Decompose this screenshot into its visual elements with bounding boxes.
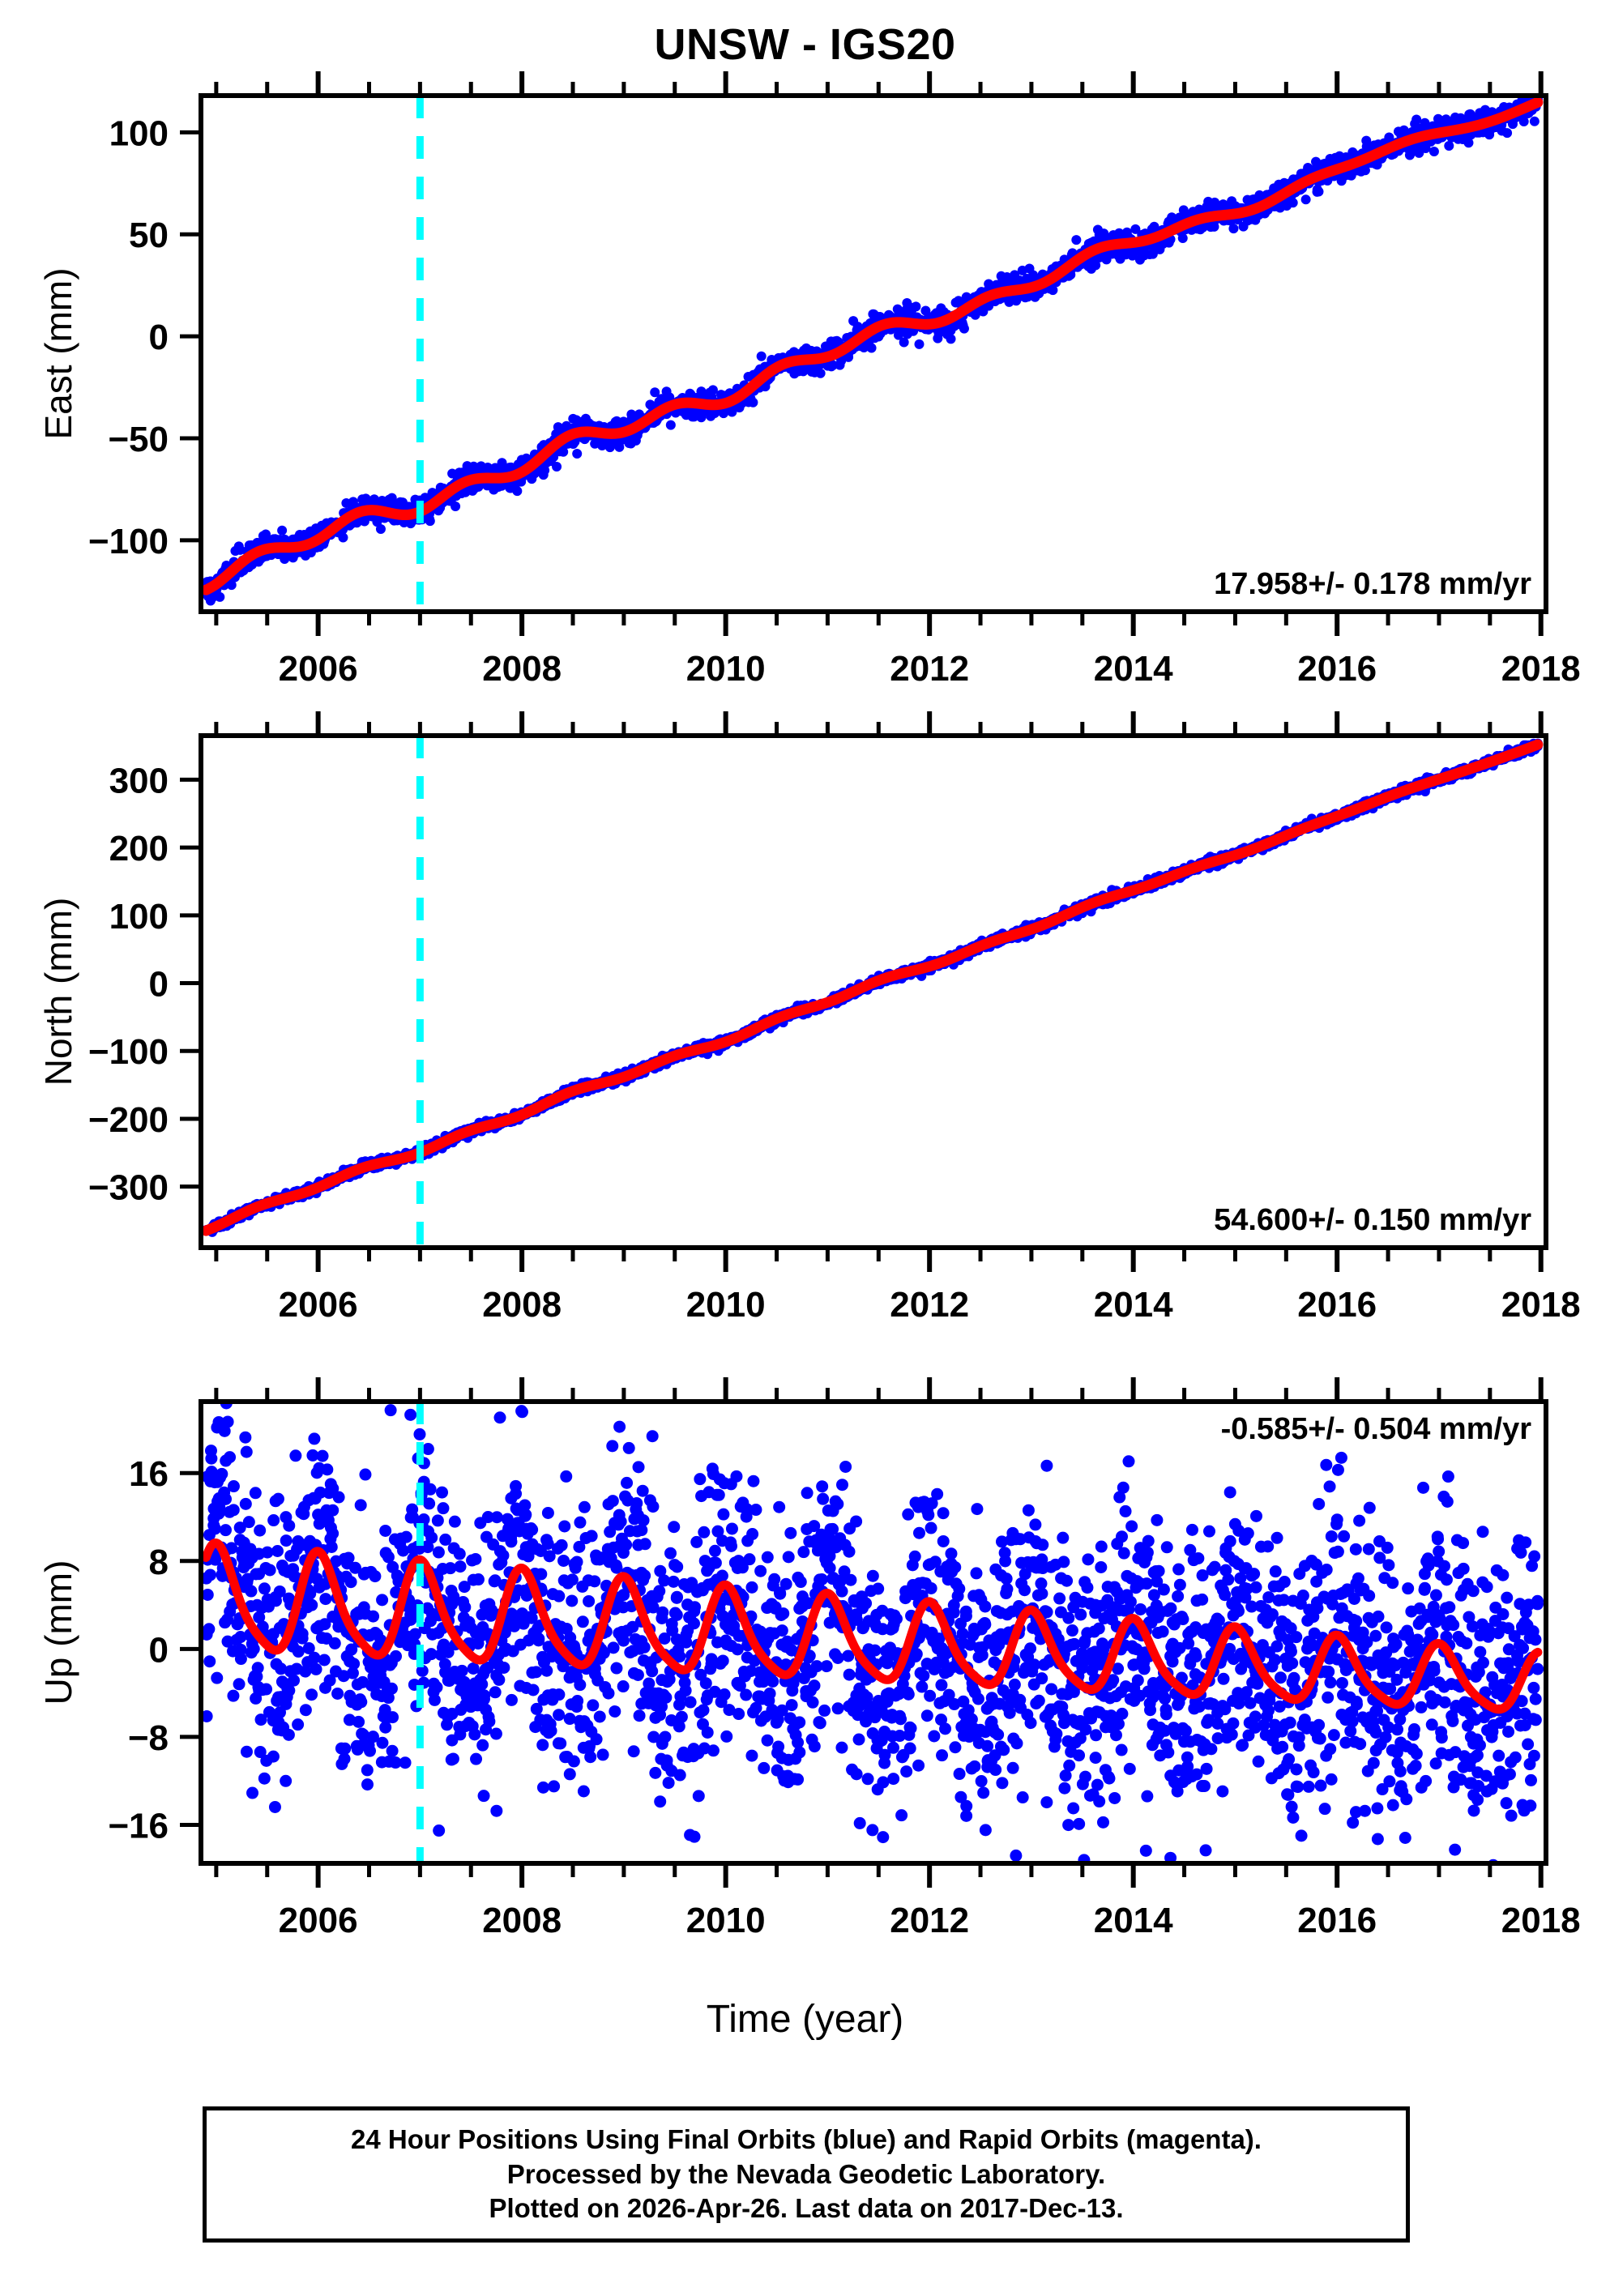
y-tick-label: 100 — [109, 113, 169, 153]
plot-frame-north — [199, 733, 1548, 1250]
data-points-east — [201, 96, 1544, 606]
panel-north: −300 −200 −100 0 100 200 300 North (mm) 2006 2008… — [37, 711, 1581, 1325]
page-title: UNSW - IGS20 — [654, 20, 956, 69]
y-axis-title-up: Up (mm) — [37, 1560, 79, 1705]
x-tick-label: 2012 — [890, 1901, 969, 1940]
model-curve-east — [201, 96, 1544, 595]
x-tick-label: 2010 — [686, 1285, 766, 1325]
y-tick-label: 100 — [109, 897, 169, 937]
caption-line-1: 24 Hour Positions Using Final Orbits (bl… — [351, 2123, 1262, 2154]
model-curve-up — [201, 1538, 1543, 1714]
x-tick-label: 2010 — [686, 1901, 766, 1940]
plot-data-north — [201, 736, 1544, 1248]
y-tick-label: 0 — [149, 965, 169, 1005]
caption-line-3: Plotted on 2026-Apr-26. Last data on 201… — [489, 2193, 1124, 2224]
x-tick-label: 2010 — [686, 649, 766, 689]
x-tick-label: 2018 — [1501, 1901, 1581, 1940]
panel-up: −16 −8 0 8 16 Up (mm) 2006 2008 2010 2012 2014 2016… — [37, 1377, 1581, 1940]
plot-frame-east — [199, 93, 1548, 614]
x-axis-east: 2006 2008 2010 2012 2014 2016 2018 — [214, 71, 1581, 689]
caption-box: 24 Hour Positions Using Final Orbits (bl… — [203, 2106, 1410, 2243]
y-axis-title-east: East (mm) — [37, 267, 79, 439]
y-tick-label: 0 — [149, 318, 169, 357]
x-tick-label: 2016 — [1297, 1285, 1377, 1325]
y-axis-up: −16 −8 0 8 16 — [108, 1454, 201, 1846]
y-tick-label: 16 — [129, 1454, 169, 1494]
x-tick-label: 2014 — [1094, 649, 1173, 689]
caption-line-2: Processed by the Nevada Geodetic Laborat… — [506, 2158, 1106, 2189]
rate-annotation-up: -0.585+/- 0.504 mm/yr — [1221, 1412, 1532, 1446]
y-axis-north: −300 −200 −100 0 100 200 300 — [88, 761, 201, 1208]
x-tick-label: 2008 — [482, 649, 562, 689]
y-tick-label: −100 — [88, 522, 169, 561]
rate-annotation-east: 17.958+/- 0.178 mm/yr — [1214, 567, 1531, 601]
y-tick-label: −100 — [88, 1032, 169, 1072]
x-tick-label: 2014 — [1094, 1901, 1173, 1940]
x-axis-north: 2006 2008 2010 2012 2014 2016 2018 — [214, 711, 1581, 1325]
x-axis-title: Time (year) — [706, 1998, 904, 2041]
x-tick-label: 2018 — [1501, 649, 1581, 689]
x-tick-label: 2016 — [1297, 649, 1377, 689]
x-tick-label: 2012 — [890, 1285, 969, 1325]
x-tick-label: 2016 — [1297, 1901, 1377, 1940]
y-tick-label: −8 — [128, 1718, 169, 1758]
x-axis-up: 2006 2008 2010 2012 2014 2016 2018 — [214, 1377, 1581, 1940]
plot-data-up — [201, 1402, 1544, 1863]
model-curve-north — [201, 739, 1544, 1236]
y-axis-east: −100 −50 0 50 100 — [88, 113, 201, 561]
x-tick-label: 2008 — [482, 1901, 562, 1940]
x-tick-label: 2014 — [1094, 1285, 1173, 1325]
x-tick-label: 2018 — [1501, 1285, 1581, 1325]
rate-annotation-north: 54.600+/- 0.150 mm/yr — [1214, 1203, 1531, 1237]
x-tick-label: 2006 — [279, 1901, 358, 1940]
y-tick-label: 200 — [109, 829, 169, 868]
plot-data-east — [201, 96, 1544, 612]
y-tick-label: 300 — [109, 761, 169, 800]
y-axis-title-north: North (mm) — [37, 898, 79, 1086]
y-tick-label: 8 — [149, 1543, 169, 1582]
x-tick-label: 2006 — [279, 1285, 358, 1325]
plot-frame-up — [199, 1399, 1548, 1866]
y-tick-label: −50 — [108, 420, 169, 459]
y-tick-label: −300 — [88, 1168, 169, 1208]
x-tick-label: 2006 — [279, 649, 358, 689]
x-tick-label: 2008 — [482, 1285, 562, 1325]
y-tick-label: −16 — [108, 1807, 169, 1846]
y-tick-label: 0 — [149, 1630, 169, 1670]
y-tick-label: −200 — [88, 1100, 169, 1140]
y-tick-label: 50 — [129, 216, 169, 255]
x-tick-label: 2012 — [890, 649, 969, 689]
